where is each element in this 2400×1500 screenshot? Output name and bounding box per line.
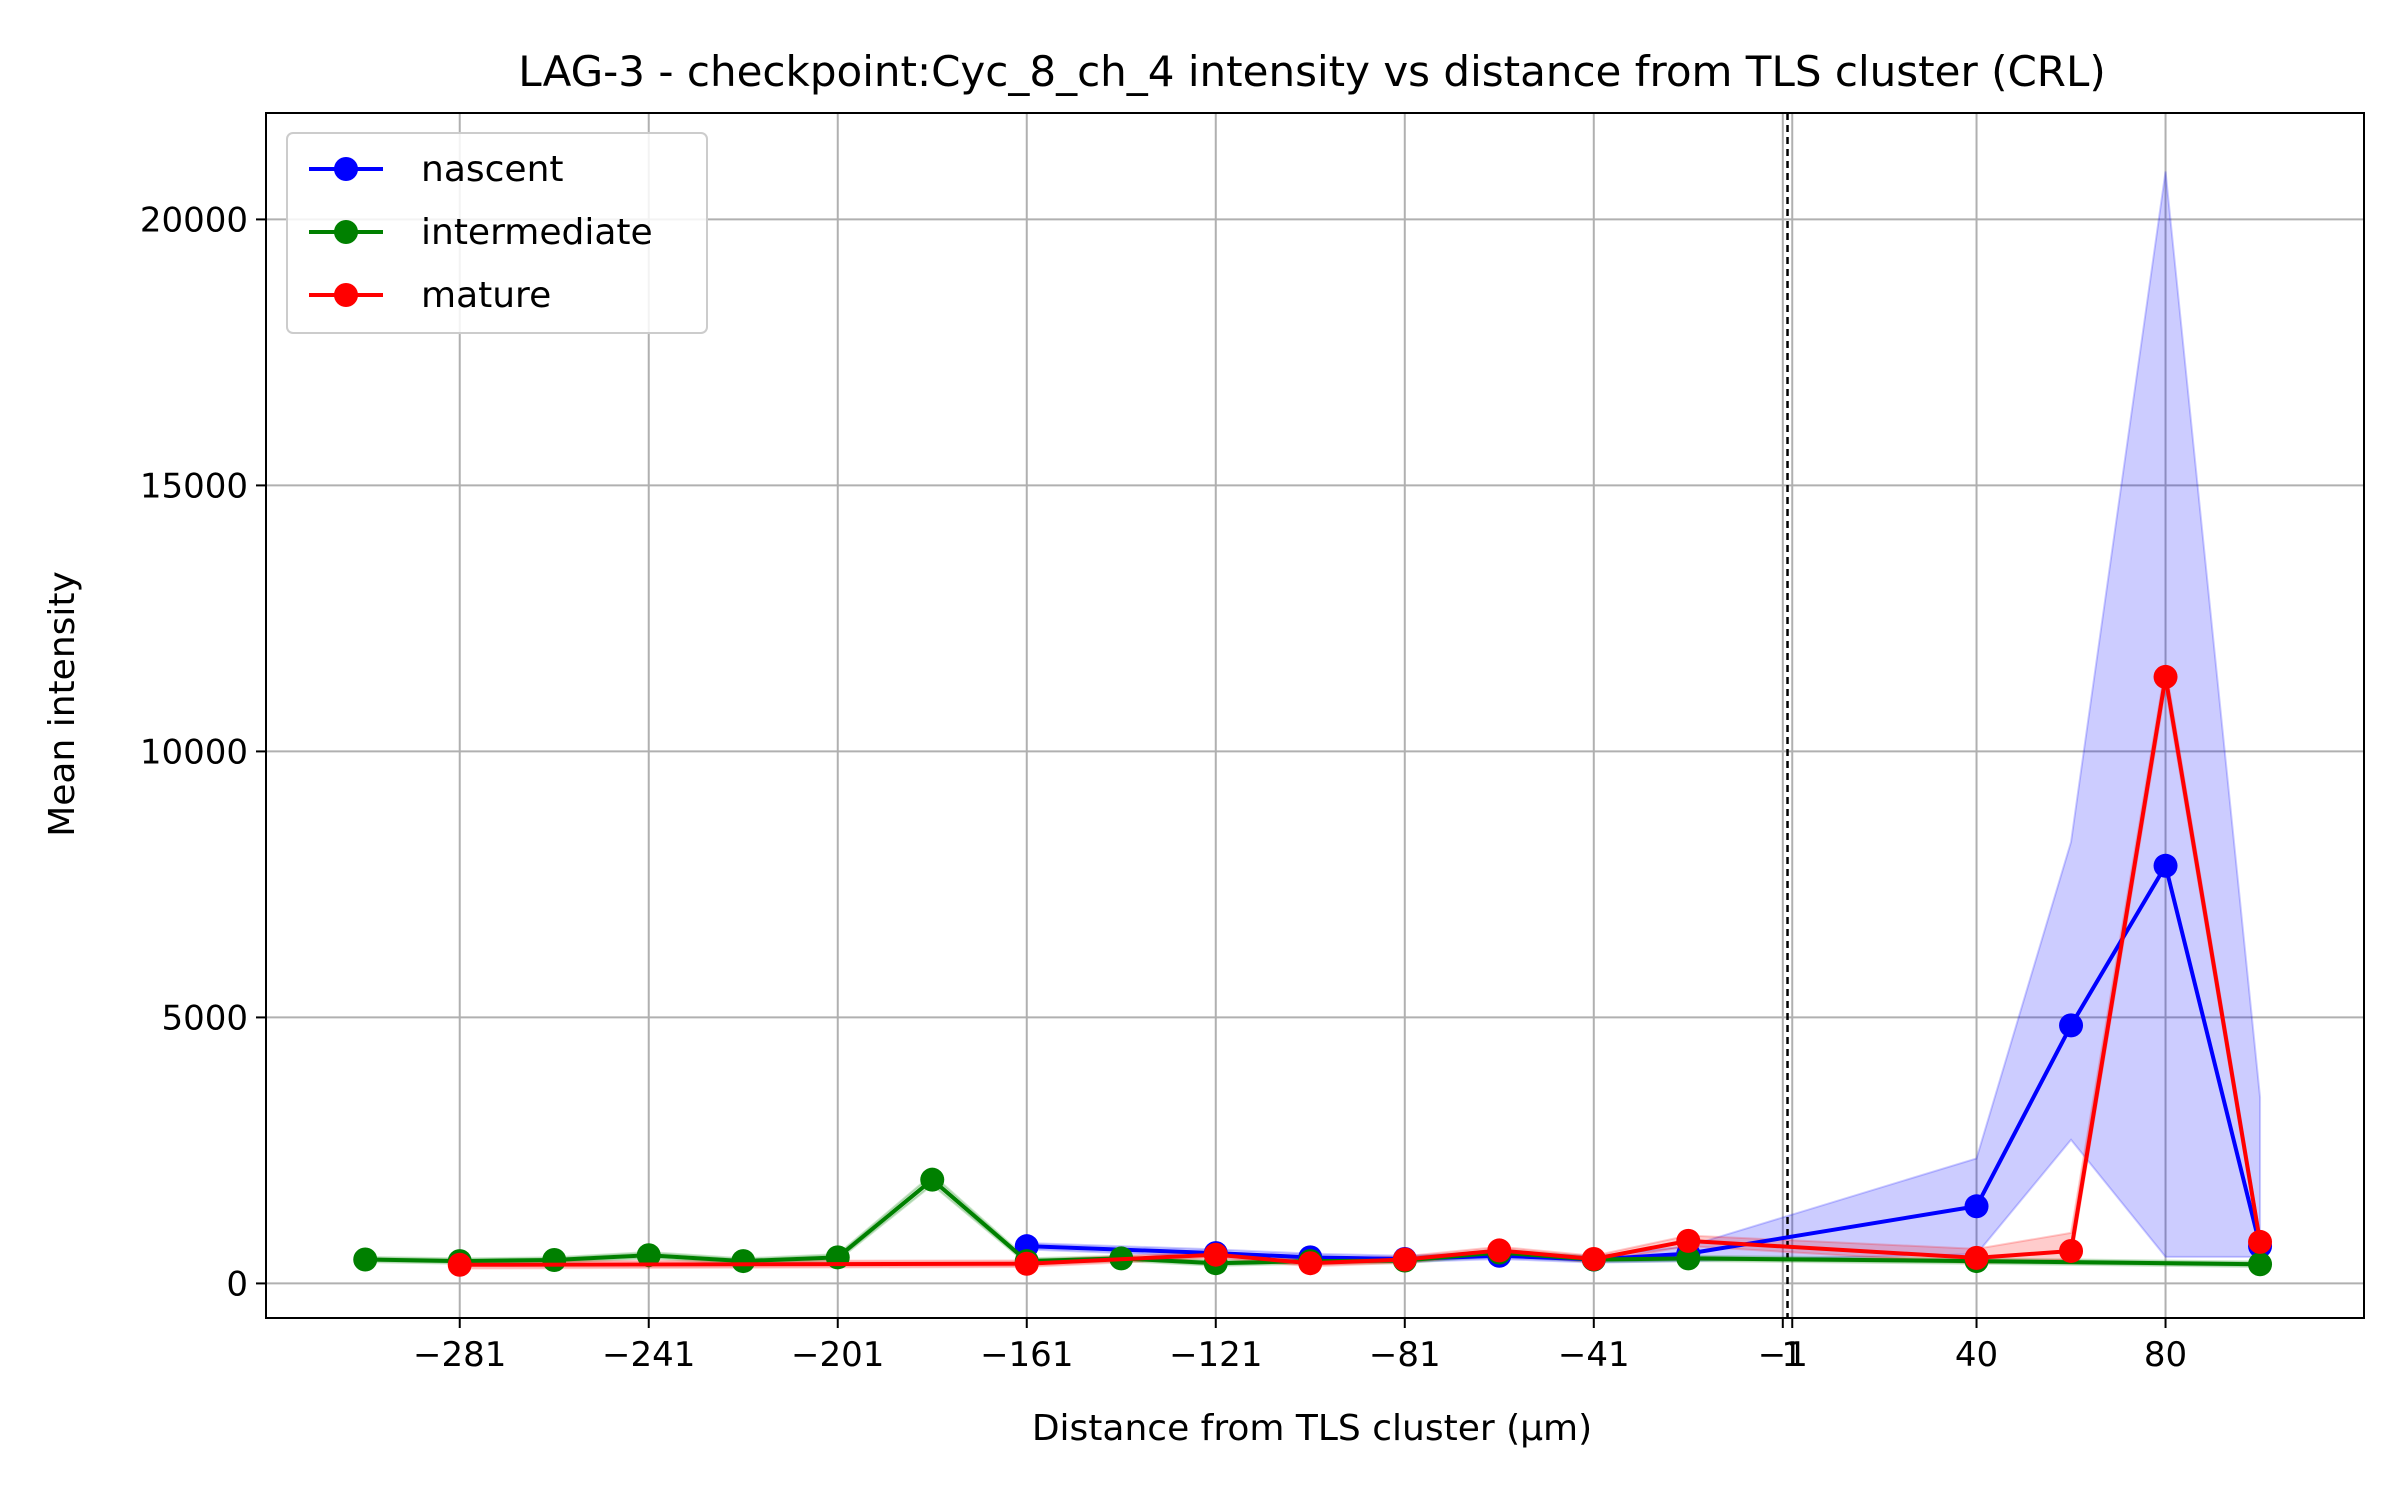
mature-legend-label: mature: [421, 275, 551, 316]
mature-point: [2059, 1238, 2084, 1263]
x-tick-label: −161: [980, 1335, 1073, 1375]
legend: nascent intermediate mature: [286, 132, 708, 334]
y-tick-label: 10000: [140, 732, 248, 772]
mature-point: [1487, 1238, 1512, 1263]
mature-point: [1298, 1251, 1323, 1276]
x-tick-label: −121: [1169, 1335, 1262, 1375]
legend-box: [286, 132, 708, 334]
plot-area-frame: [265, 112, 2365, 1319]
intermediate-point: [542, 1248, 567, 1273]
nascent-point: [2153, 853, 2178, 878]
mature-point: [1676, 1228, 1701, 1253]
y-tick-label: 0: [226, 1264, 248, 1304]
mature-point: [1392, 1247, 1417, 1272]
nascent-point: [2059, 1013, 2084, 1038]
series-layer: [353, 664, 2273, 1277]
mature-series: [447, 664, 2273, 1277]
mature-legend-marker: [334, 283, 358, 307]
intermediate-legend-label: intermediate: [421, 212, 653, 253]
intermediate-legend-marker: [334, 220, 358, 244]
y-axis-title: Mean intensity: [42, 571, 83, 837]
x-tick-label: −241: [602, 1335, 695, 1375]
mature-point: [2248, 1229, 2273, 1254]
mature-point: [447, 1252, 472, 1277]
y-tick-label: 5000: [161, 998, 248, 1038]
intermediate-point: [1676, 1246, 1701, 1271]
intermediate-point: [636, 1243, 661, 1268]
intermediate-point: [731, 1249, 756, 1274]
y-tick-label: 15000: [140, 466, 248, 506]
x-tick-label: −81: [1369, 1335, 1441, 1375]
nascent-point: [1964, 1194, 1989, 1219]
x-tick-label: 40: [1955, 1335, 1998, 1375]
intermediate-point: [2248, 1252, 2273, 1277]
x-tick-label: −1: [1758, 1335, 1808, 1375]
x-axis-title: Distance from TLS cluster (μm): [1032, 1408, 1592, 1449]
x-tick-label: 80: [2144, 1335, 2187, 1375]
chart-title: LAG-3 - checkpoint:Cyc_8_ch_4 intensity …: [518, 47, 2106, 96]
nascent-legend-label: nascent: [421, 149, 564, 190]
mature-point: [1203, 1242, 1228, 1267]
x-tick-label: −281: [413, 1335, 506, 1375]
x-tick-label: −201: [791, 1335, 884, 1375]
x-tick-label: −41: [1558, 1335, 1630, 1375]
mature-point: [2153, 664, 2178, 689]
intermediate-point: [353, 1247, 378, 1272]
y-tick-label: 20000: [140, 200, 248, 240]
nascent-legend-marker: [334, 157, 358, 181]
axis-ticks: −281 −241 −201 −161 −121 −81 −41 −11 40 80 0 5000 10…: [140, 200, 2187, 1375]
intermediate-point: [920, 1167, 945, 1192]
mature-point: [1581, 1246, 1606, 1271]
mature-line: [459, 674, 2263, 1267]
mature-point: [1014, 1251, 1039, 1276]
x-tick-label: 1: [1781, 1335, 1803, 1375]
mature-point: [1964, 1245, 1989, 1270]
